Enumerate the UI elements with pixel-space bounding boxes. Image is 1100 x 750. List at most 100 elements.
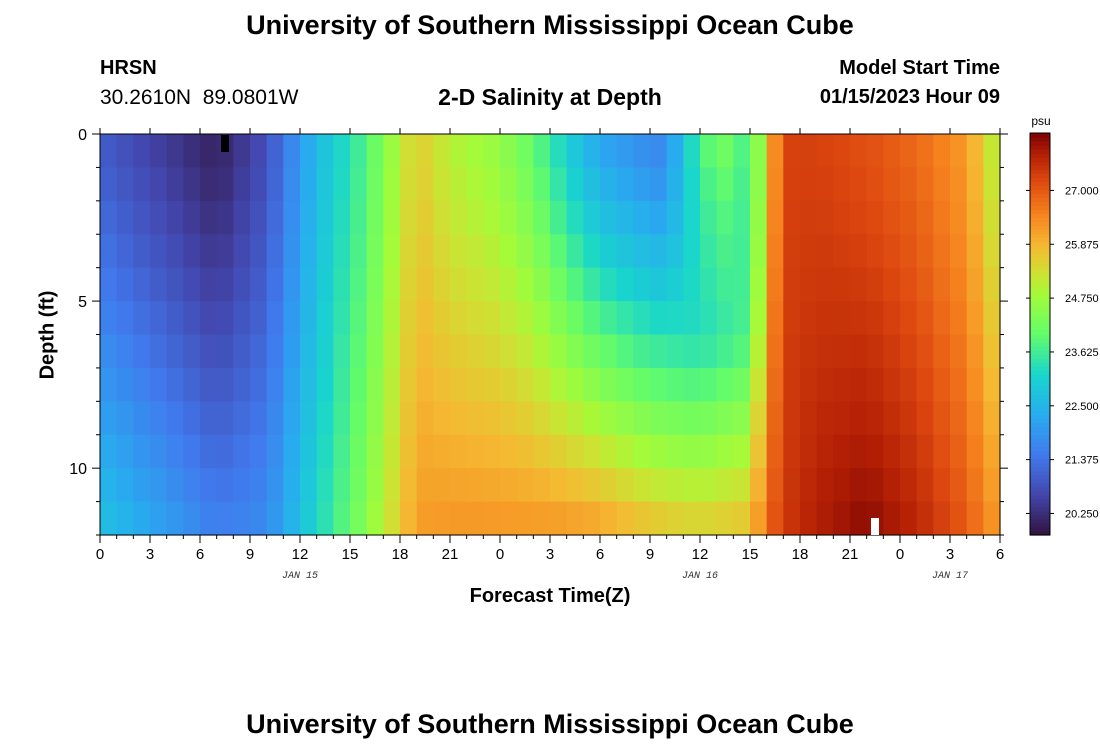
heatmap-cell [633, 301, 651, 336]
heatmap-cell [266, 401, 284, 436]
heatmap-cell [333, 200, 351, 235]
heatmap-cell [166, 434, 184, 469]
heatmap-cell [383, 234, 401, 269]
heatmap-cell [116, 134, 134, 169]
heatmap-cell [116, 334, 134, 369]
y-tick-label: 5 [78, 294, 87, 311]
heatmap-cell [183, 334, 201, 369]
heatmap-cell [983, 401, 1001, 436]
colorbar-segment [1030, 173, 1050, 178]
heatmap-cell [133, 334, 151, 369]
heatmap-cell [250, 367, 268, 402]
heatmap-cell [666, 401, 684, 436]
heatmap-cell [250, 301, 268, 336]
heatmap-cell [983, 334, 1001, 369]
heatmap-cell [466, 200, 484, 235]
heatmap-cell [283, 367, 301, 402]
heatmap-cell [316, 434, 334, 469]
heatmap-cell [650, 334, 668, 369]
heatmap-cell [483, 334, 501, 369]
heatmap-cell [716, 468, 734, 503]
x-tick-label: 21 [442, 546, 459, 563]
heatmap-cell [750, 134, 768, 169]
heatmap-cell [683, 367, 701, 402]
heatmap-cell [716, 334, 734, 369]
heatmap-cell [550, 468, 568, 503]
heatmap-cell [600, 134, 618, 169]
heatmap-cell [183, 134, 201, 169]
colorbar-segment [1030, 181, 1050, 186]
heatmap-cell [783, 167, 801, 202]
heatmap-cell [466, 167, 484, 202]
heatmap-cell [300, 134, 318, 169]
heatmap-cell [166, 401, 184, 436]
heatmap-cell [250, 200, 268, 235]
heatmap-cells [100, 134, 1001, 536]
heatmap-cell [966, 501, 984, 536]
heatmap-cell [950, 267, 968, 302]
heatmap-cell [150, 501, 168, 536]
y-tick-label: 10 [69, 461, 87, 478]
heatmap-cell [650, 401, 668, 436]
heatmap-cell [100, 367, 118, 402]
heatmap-cell [766, 434, 784, 469]
heatmap-cell [716, 167, 734, 202]
heatmap-cell [400, 501, 418, 536]
heatmap-cell [150, 468, 168, 503]
heatmap-cell [916, 301, 934, 336]
heatmap-cell [100, 200, 118, 235]
heatmap-cell [833, 434, 851, 469]
heatmap-cell [233, 167, 251, 202]
heatmap-cell [866, 367, 884, 402]
heatmap-cell [750, 301, 768, 336]
heatmap-cell [650, 468, 668, 503]
colorbar-segment [1030, 137, 1050, 142]
heatmap-cell [716, 301, 734, 336]
heatmap-cell [533, 301, 551, 336]
heatmap-cell [200, 134, 218, 169]
heatmap-cell [866, 134, 884, 169]
heatmap-cell [166, 234, 184, 269]
heatmap-cell [300, 401, 318, 436]
heatmap-cell [350, 301, 368, 336]
heatmap-cell [116, 501, 134, 536]
colorbar-segment [1030, 201, 1050, 206]
heatmap-cell [433, 501, 451, 536]
heatmap-cell [300, 501, 318, 536]
heatmap-cell [100, 234, 118, 269]
heatmap-cell [250, 468, 268, 503]
heatmap-cell [266, 501, 284, 536]
heatmap-cell [833, 301, 851, 336]
heatmap-cell [850, 200, 868, 235]
heatmap-cell [150, 134, 168, 169]
heatmap-cell [916, 468, 934, 503]
heatmap-cell [383, 301, 401, 336]
heatmap-cell [433, 401, 451, 436]
heatmap-cell [316, 200, 334, 235]
heatmap-cell [483, 267, 501, 302]
heatmap-cell [433, 134, 451, 169]
heatmap-cell [866, 334, 884, 369]
heatmap-cell [283, 501, 301, 536]
heatmap-cell [583, 434, 601, 469]
heatmap-cell [566, 401, 584, 436]
heatmap-cell [116, 267, 134, 302]
heatmap-cell [933, 234, 951, 269]
model-start-value: 01/15/2023 Hour 09 [819, 86, 1000, 108]
heatmap-cell [800, 267, 818, 302]
heatmap-cell [666, 334, 684, 369]
heatmap-cell [733, 267, 751, 302]
heatmap-cell [466, 501, 484, 536]
heatmap-cell [950, 334, 968, 369]
colorbar-segment [1030, 498, 1050, 504]
x-tick-label: 6 [196, 546, 204, 563]
heatmap-cell [600, 234, 618, 269]
heatmap-cell [566, 367, 584, 402]
chart-title: University of Southern Mississippi Ocean… [246, 10, 854, 40]
heatmap-cell [933, 334, 951, 369]
heatmap-cell [850, 167, 868, 202]
heatmap-cell [700, 367, 718, 402]
heatmap-cell [483, 167, 501, 202]
heatmap-cell [333, 234, 351, 269]
colorbar-segment [1030, 153, 1050, 158]
